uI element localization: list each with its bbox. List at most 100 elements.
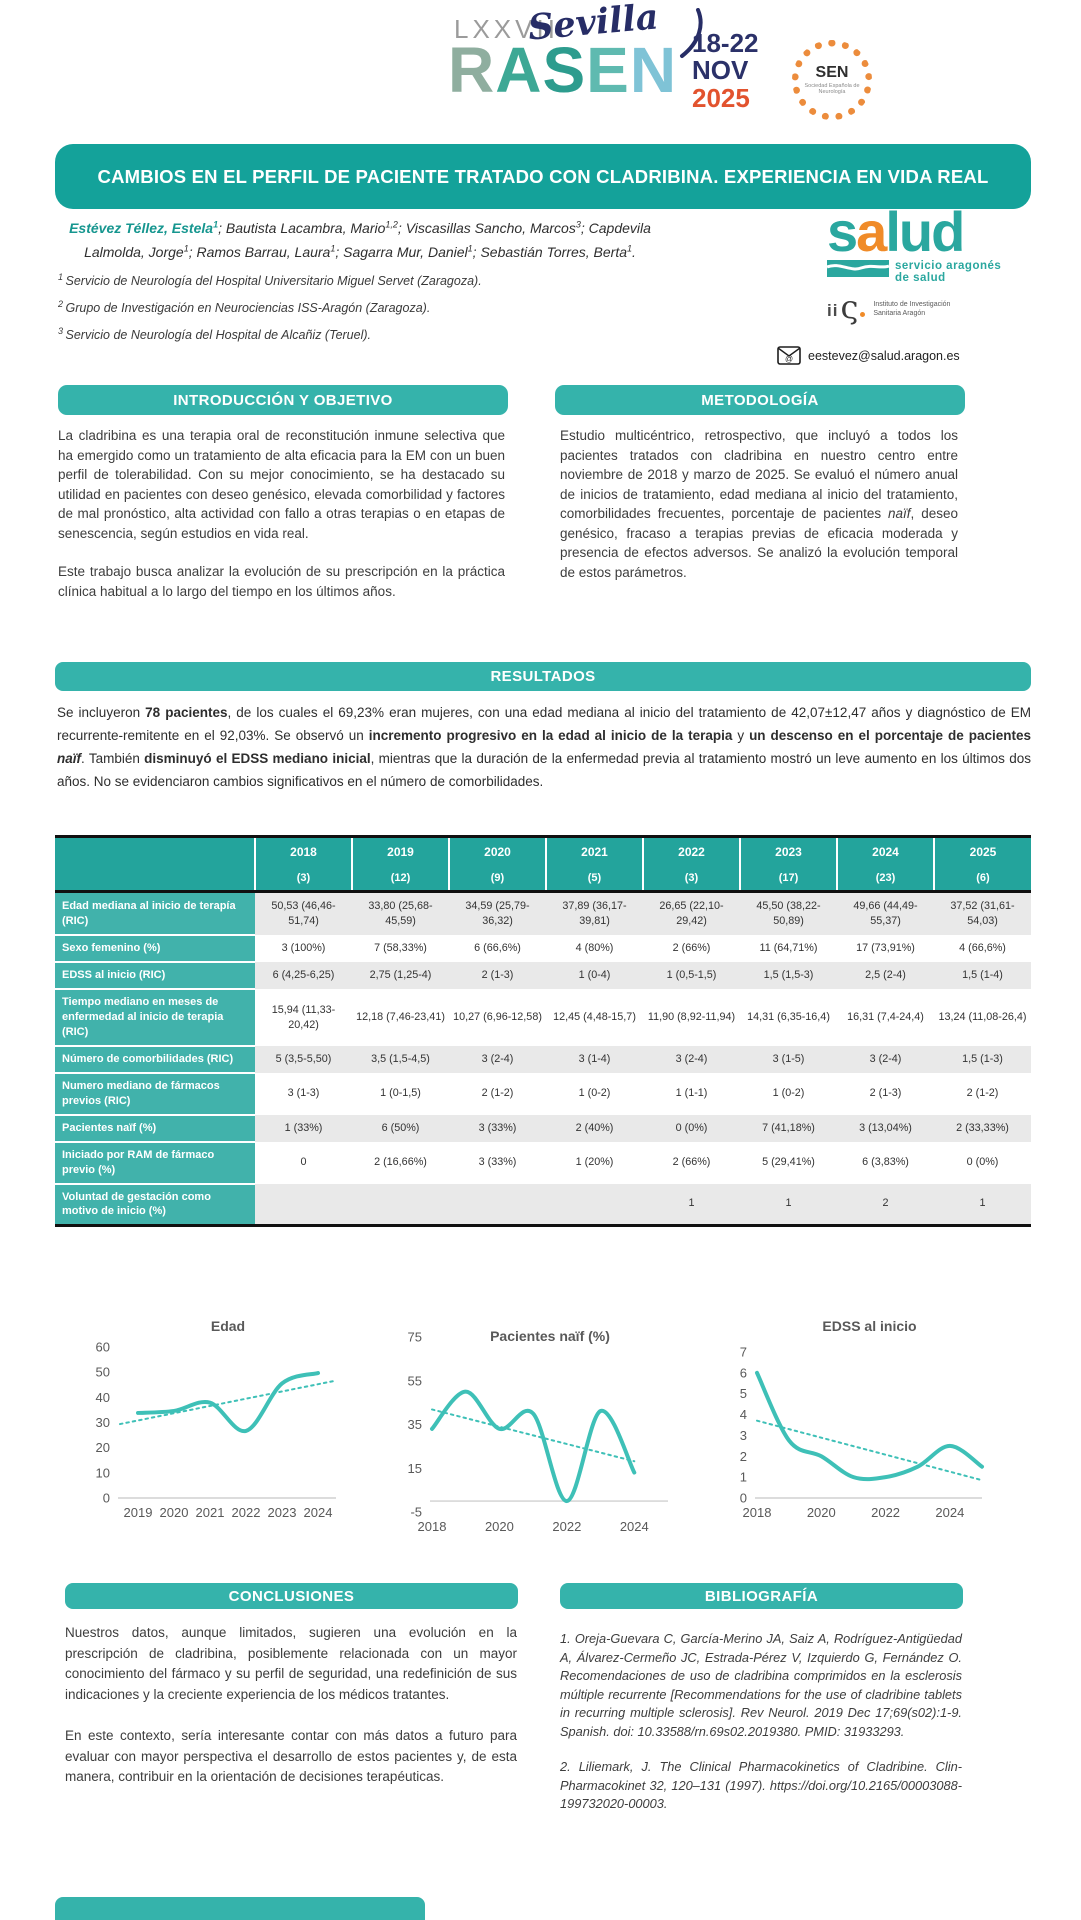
affiliation-item: 1 Servicio de Neurología del Hospital Un…	[58, 272, 482, 289]
svg-text:2018: 2018	[743, 1505, 772, 1520]
table-row-label: Pacientes naïf (%)	[55, 1114, 255, 1143]
table-cell	[255, 1183, 352, 1226]
chart-edss-svg: EDSS al inicio 0 1 2 3 4 5 6 7 2018 2020 2022 2024	[740, 1318, 984, 1520]
svg-text:75: 75	[408, 1330, 422, 1345]
salud-logo-subtext: servicio aragonés de salud	[895, 259, 1002, 284]
svg-text:2020: 2020	[807, 1505, 836, 1520]
table-cell: 11,90 (8,92-11,94)	[643, 989, 740, 1046]
table-cell: 1	[740, 1183, 837, 1226]
table-cell: 6 (3,83%)	[837, 1141, 934, 1184]
table-cell: 26,65 (22,10-29,42)	[643, 891, 740, 936]
table-row-label: Sexo femenino (%)	[55, 935, 255, 964]
table-cell: 6 (66,6%)	[449, 935, 546, 963]
table-cell: 1,5 (1-3)	[934, 1045, 1031, 1074]
svg-text:0: 0	[740, 1491, 747, 1506]
svg-text:@: @	[785, 355, 793, 364]
table-row-label: Iniciado por RAM de fármaco previo (%)	[55, 1141, 255, 1185]
table-row: EDSS al inicio (RIC) 6 (4,25-6,25) 2,75 (1…	[55, 962, 1031, 991]
svg-text:2020: 2020	[160, 1505, 189, 1520]
table-cell: 1	[643, 1183, 740, 1226]
svg-text:2018: 2018	[418, 1519, 447, 1534]
table-year-header: 2020 (9)	[448, 836, 546, 892]
table-row-label: Número de comorbilidades (RIC)	[55, 1045, 255, 1075]
table-cell: 3,5 (1,5-4,5)	[352, 1045, 449, 1074]
section-header-metodologia: METODOLOGÍA	[555, 385, 965, 415]
conclusiones-text: Nuestros datos, aunque limitados, sugier…	[65, 1625, 517, 1784]
table-cell: 2 (40%)	[546, 1114, 643, 1142]
table-cell: 37,89 (36,17-39,81)	[546, 891, 643, 936]
table-cell: 1 (20%)	[546, 1141, 643, 1184]
sen-logo-subtext: Sociedad Española de Neurología	[804, 82, 860, 95]
svg-text:3: 3	[740, 1428, 747, 1443]
table-cell: 49,66 (44,49-55,37)	[837, 891, 934, 936]
table-cell: 2 (1-2)	[934, 1073, 1031, 1115]
introduccion-text: La cladribina es una terapia oral de rec…	[58, 428, 505, 599]
table-row: Numero mediano de fármacos previos (RIC)…	[55, 1073, 1031, 1116]
table-cell: 2	[837, 1183, 934, 1226]
table-row-label: EDSS al inicio (RIC)	[55, 962, 255, 991]
table-cell: 2 (66%)	[643, 1141, 740, 1184]
table-cell: 50,53 (46,46-51,74)	[255, 891, 352, 936]
svg-text:2022: 2022	[552, 1519, 581, 1534]
table-cell	[449, 1183, 546, 1226]
svg-text:2021: 2021	[196, 1505, 225, 1520]
table-cell: 3 (100%)	[255, 935, 352, 963]
salud-logo: salud servicio aragonés de salud	[827, 200, 1037, 284]
table-cell: 2 (1-2)	[449, 1073, 546, 1115]
svg-text:50: 50	[96, 1365, 110, 1380]
salud-logo-word: salud	[827, 200, 965, 263]
table-row-label: Tiempo mediano en meses de enfermedad al…	[55, 989, 255, 1047]
table-cell: 7 (58,33%)	[352, 935, 449, 963]
svg-text:60: 60	[96, 1340, 110, 1355]
table-cell: 5 (29,41%)	[740, 1141, 837, 1184]
svg-text:2019: 2019	[124, 1505, 153, 1520]
table-year-header: 2019 (12)	[351, 836, 449, 892]
table-cell: 1	[934, 1183, 1031, 1226]
table-cell: 2,5 (2-4)	[837, 962, 934, 990]
table-cell: 1 (33%)	[255, 1114, 352, 1142]
salud-wave-icon	[827, 259, 889, 277]
table-row: Edad mediana al inicio de terapía (RIC) 5…	[55, 891, 1031, 937]
table-cell: 2 (16,66%)	[352, 1141, 449, 1184]
table-row: Voluntad de gestación como motivo de ini…	[55, 1183, 1031, 1227]
table-cell: 6 (50%)	[352, 1114, 449, 1142]
section-header-introduccion: INTRODUCCIÓN Y OBJETIVO	[58, 385, 508, 415]
svg-text:35: 35	[408, 1417, 422, 1432]
svg-text:Pacientes naïf (%): Pacientes naïf (%)	[490, 1328, 610, 1344]
svg-text:2: 2	[740, 1449, 747, 1464]
svg-text:5: 5	[740, 1386, 747, 1401]
svg-text:20: 20	[96, 1440, 110, 1455]
author-name: Estévez Téllez, Estela1	[69, 219, 219, 236]
bibliography-reference: 1. Oreja-Guevara C, García-Merino JA, Sa…	[560, 1631, 962, 1739]
chart-pacientes-naif-svg: Pacientes naïf (%) -5 15 35 55 75 2018 2020 2022…	[408, 1328, 668, 1534]
table-cell: 4 (80%)	[546, 935, 643, 963]
table-cell: 2 (1-3)	[449, 962, 546, 990]
table-cell: 4 (66,6%)	[934, 935, 1031, 963]
table-cell: 17 (73,91%)	[837, 935, 934, 963]
table-row-label: Voluntad de gestación como motivo de ini…	[55, 1183, 255, 1227]
table-cell: 16,31 (7,4-24,4)	[837, 989, 934, 1046]
table-cell: 2 (1-3)	[837, 1073, 934, 1115]
table-row: Sexo femenino (%) 3 (100%) 7 (58,33%) 6 (66…	[55, 935, 1031, 964]
table-cell: 12,18 (7,46-23,41)	[352, 989, 449, 1046]
table-cell: 0	[255, 1141, 352, 1184]
authors-line: Estévez Téllez, Estela1; Bautista Lacamb…	[69, 219, 651, 261]
table-row: Pacientes naïf (%) 1 (33%) 6 (50%) 3 (33%) 2…	[55, 1114, 1031, 1143]
table-year-header: 2018 (3)	[254, 836, 352, 892]
svg-text:55: 55	[408, 1373, 422, 1388]
chart-edad: Edad 0 10 20 30 40 50 60 2019 2020 2021 2022 2023 202…	[57, 1295, 342, 1550]
table-cell: 7 (41,18%)	[740, 1114, 837, 1142]
iis-aragon-logo: ii ς Instituto de Investigación Sanitari…	[827, 288, 951, 326]
table-cell: 2,75 (1,25-4)	[352, 962, 449, 990]
table-cell: 15,94 (11,33-20,42)	[255, 989, 352, 1046]
affiliation-item: 2 Grupo de Investigación en Neurociencia…	[58, 299, 431, 316]
section-header-bibliografia: BIBLIOGRAFÍA	[560, 1583, 963, 1609]
table-year-header: 2023 (17)	[739, 836, 837, 892]
sevilla-swoosh-icon	[680, 8, 703, 58]
svg-text:2024: 2024	[304, 1505, 333, 1520]
author-name: Capdevila Lalmolda, Jorge1	[84, 220, 651, 261]
results-table: 2018 (3) 2019 (12) 2020 (9) 2021 (5) 2022 (3) 2023…	[55, 835, 1031, 1228]
resultados-text: Se incluyeron 78 pacientes, de los cuale…	[57, 705, 1031, 789]
table-cell: 13,24 (11,08-26,4)	[934, 989, 1031, 1046]
bibliografia-text: 1. Oreja-Guevara C, García-Merino JA, Sa…	[560, 1630, 962, 1831]
